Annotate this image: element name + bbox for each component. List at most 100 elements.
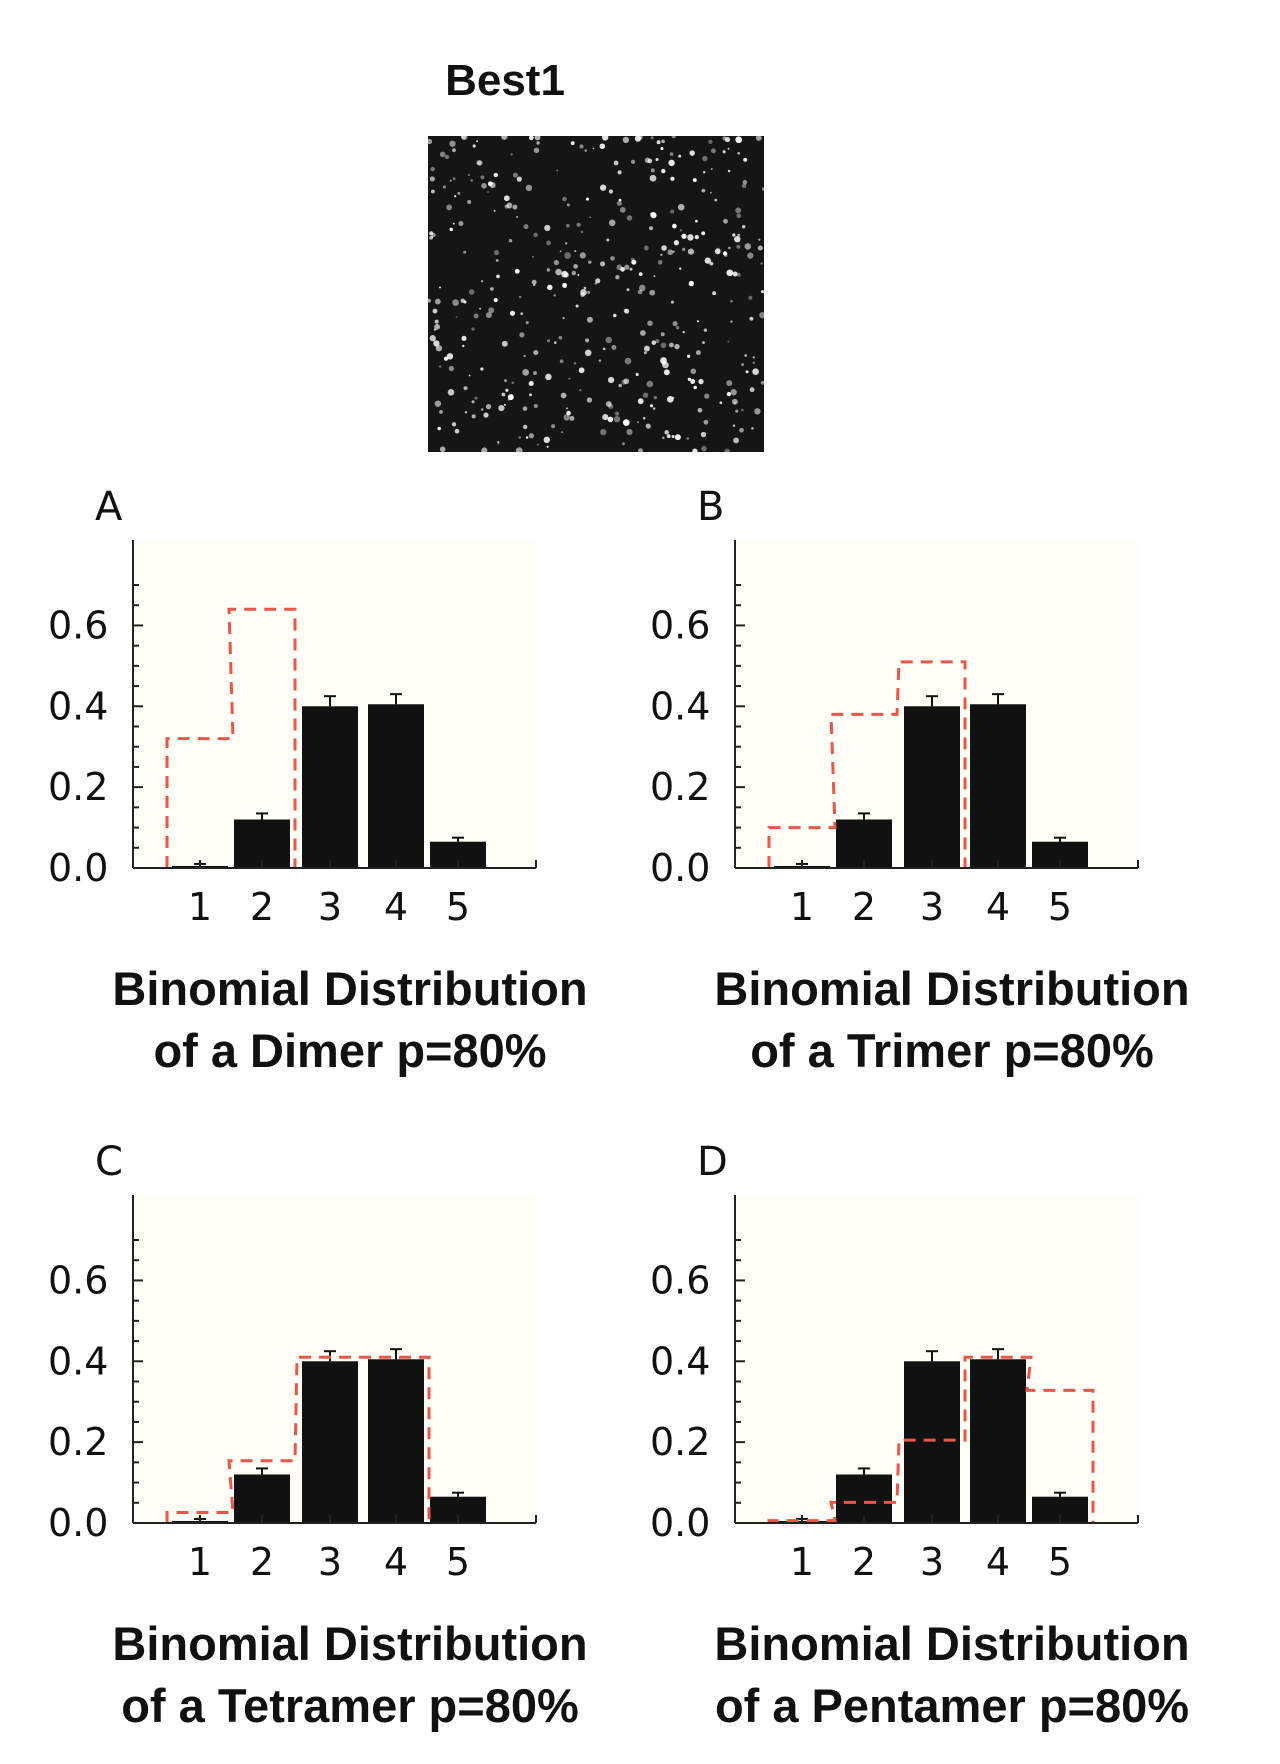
micrograph-spot — [682, 331, 685, 334]
micrograph-spot — [608, 189, 613, 194]
micrograph-spot — [664, 430, 669, 435]
micrograph-spot — [624, 357, 632, 365]
micrograph-spot — [551, 424, 556, 429]
micrograph-spot — [584, 149, 587, 152]
micrograph-spot — [454, 428, 460, 434]
micrograph-spot — [525, 436, 529, 439]
micrograph-spot — [479, 307, 481, 310]
micrograph-spot — [522, 369, 530, 376]
micrograph-spot — [694, 234, 699, 240]
micrograph-spot — [470, 179, 473, 182]
x-tick-label: 3 — [920, 1540, 944, 1584]
micrograph-spot — [546, 240, 551, 246]
micrograph-spot — [660, 253, 663, 256]
micrograph-spot — [620, 267, 625, 272]
micrograph-spot — [660, 332, 665, 337]
micrograph-spot — [602, 414, 609, 421]
micrograph-spot — [434, 323, 441, 330]
micrograph-spot — [666, 395, 674, 403]
micrograph-spot — [757, 245, 763, 251]
micrograph-spot — [433, 328, 437, 331]
y-tick-label: 0.4 — [650, 1339, 710, 1383]
micrograph-spot — [723, 218, 728, 224]
micrograph-spot — [519, 332, 525, 338]
micrograph-spot — [501, 133, 508, 140]
micrograph-spot — [613, 160, 619, 166]
micrograph-spot — [741, 363, 745, 367]
micrograph-spot — [599, 184, 607, 191]
micrograph-spot — [543, 436, 550, 443]
micrograph-spot — [468, 374, 471, 377]
micrograph-spot — [653, 395, 657, 400]
micrograph-spot — [533, 232, 538, 238]
micrograph-spot — [677, 203, 685, 211]
micrograph-spot — [704, 257, 711, 264]
y-tick-label: 0.2 — [650, 1420, 710, 1464]
micrograph-spot — [437, 426, 441, 431]
micrograph-spot — [608, 403, 614, 410]
x-tick-label: 4 — [384, 1540, 408, 1584]
micrograph-spot — [577, 274, 580, 276]
micrograph-spot — [735, 136, 743, 144]
micrograph-spot — [741, 183, 747, 189]
micrograph-spot — [727, 147, 730, 150]
panel-letter: B — [697, 484, 724, 530]
micrograph-spot — [580, 292, 585, 298]
micrograph-spot — [613, 313, 617, 318]
micrograph-spot — [629, 267, 633, 271]
micrograph-spot — [507, 394, 514, 401]
micrograph-spot — [493, 250, 500, 256]
micrograph-spot — [544, 224, 551, 232]
micrograph-spot — [461, 335, 467, 341]
micrograph-spot — [752, 356, 755, 359]
micrograph-spot — [710, 148, 716, 154]
micrograph-spot — [653, 275, 656, 278]
micrograph-spot — [429, 335, 436, 342]
micrograph-spot — [587, 290, 591, 294]
micrograph-spot — [724, 253, 728, 258]
micrograph-spot — [514, 268, 520, 274]
micrograph-spot — [687, 377, 692, 381]
micrograph-spot — [553, 341, 557, 344]
micrograph-spot — [446, 353, 454, 360]
panel-c: C 0.0 0.2 0.4 0.6 1 2 3 4 5 Binomial Distribution o… — [48, 1139, 588, 1732]
micrograph-spot — [687, 248, 694, 255]
micrograph-spot — [525, 184, 533, 192]
micrograph-spot — [679, 229, 683, 232]
micrograph-spot — [566, 407, 568, 410]
micrograph-spot — [622, 442, 625, 446]
micrograph-spot — [678, 154, 682, 158]
bar-2 — [836, 1474, 892, 1523]
micrograph-spot — [592, 147, 595, 150]
micrograph-spot — [523, 224, 529, 230]
micrograph-spot — [568, 377, 571, 380]
micrograph-spot — [622, 419, 630, 426]
bar-2 — [836, 819, 892, 868]
micrograph-spot — [714, 198, 718, 202]
micrograph-spot — [660, 342, 667, 349]
micrograph-spot — [690, 379, 696, 384]
micrograph-spot — [744, 243, 752, 250]
micrograph-spot — [493, 298, 498, 303]
micrograph-spot — [686, 437, 690, 440]
micrograph-spot — [674, 343, 680, 350]
micrograph-spot — [734, 235, 741, 243]
micrograph-spot — [451, 422, 457, 427]
micrograph-spot — [427, 298, 431, 303]
bar-3 — [302, 1361, 358, 1523]
micrograph-spot — [556, 169, 559, 172]
micrograph-spot — [663, 369, 670, 376]
micrograph-spot — [432, 308, 438, 314]
micrograph-spot — [509, 310, 516, 316]
micrograph-spot — [471, 327, 475, 331]
micrograph-spot — [708, 139, 713, 144]
micrograph-spot — [643, 345, 650, 352]
micrograph-spot — [598, 359, 602, 362]
panel-caption: of a Trimer p=80% — [750, 1024, 1154, 1077]
micrograph-spot — [755, 135, 762, 141]
micrograph-spot — [734, 402, 736, 404]
micrograph-spot — [733, 437, 740, 444]
micrograph-spot — [570, 141, 575, 146]
micrograph-spot — [693, 385, 697, 390]
